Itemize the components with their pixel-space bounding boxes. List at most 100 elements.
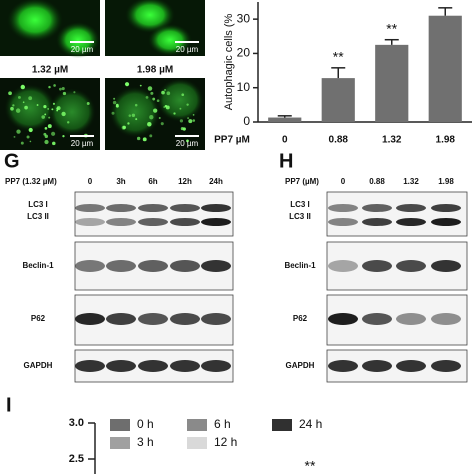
lane-label: 6h	[148, 177, 157, 186]
speck	[48, 116, 51, 119]
band	[138, 218, 168, 226]
dose-label: 1.98 µM	[137, 65, 173, 76]
band	[396, 204, 426, 212]
speck	[86, 102, 90, 105]
speck	[51, 131, 56, 136]
y-tick-label: 3.0	[69, 417, 84, 429]
band	[396, 260, 426, 272]
speck	[73, 91, 76, 94]
protein-label: GAPDH	[24, 361, 53, 370]
band	[75, 360, 105, 372]
protein-label: LC3 II	[27, 212, 49, 221]
legend-swatch	[187, 419, 207, 431]
blot-frame	[326, 191, 468, 237]
band	[201, 360, 231, 372]
band	[396, 360, 426, 372]
speck	[158, 117, 161, 120]
speck	[192, 119, 196, 122]
bar	[321, 78, 355, 122]
legend-swatch	[272, 419, 292, 431]
protein-label: Beclin-1	[22, 261, 54, 270]
band	[170, 260, 200, 272]
speck	[48, 85, 51, 89]
band	[138, 204, 168, 212]
error-bar	[384, 38, 399, 45]
band	[328, 260, 358, 272]
lane-label: 0	[88, 177, 93, 186]
speck	[186, 103, 189, 106]
band	[431, 218, 461, 226]
lane-label: 3h	[116, 177, 125, 186]
band	[106, 260, 136, 272]
legend-swatch	[187, 437, 207, 449]
micrographs: 20 µm 20 µm 20 µm 20 µm 1.32 µM 1.98 µM	[0, 0, 205, 150]
band	[362, 313, 392, 325]
protein-label: LC3 I	[28, 200, 48, 209]
speck	[122, 125, 126, 130]
speck	[56, 106, 61, 111]
band	[106, 218, 136, 226]
speck	[16, 129, 21, 134]
speck	[28, 96, 33, 101]
band	[170, 218, 200, 226]
band	[328, 313, 358, 325]
legend-label: 24 h	[299, 417, 322, 431]
treatment-label: PP7 (µM)	[285, 177, 319, 186]
speck	[36, 104, 39, 106]
band	[106, 360, 136, 372]
speck	[20, 84, 26, 90]
band	[362, 218, 392, 226]
speck	[128, 114, 132, 117]
speck	[149, 115, 154, 120]
band	[138, 360, 168, 372]
band	[201, 260, 231, 272]
band	[138, 260, 168, 272]
band	[362, 360, 392, 372]
y-tick-label: 20	[237, 46, 251, 60]
lane-label: 1.98	[438, 177, 454, 186]
speck	[28, 127, 33, 133]
speck	[131, 113, 136, 117]
speck	[115, 103, 119, 107]
x-tick-label: 0.88	[329, 135, 349, 146]
x-tick-label: 1.32	[382, 135, 402, 146]
y-tick-label: 0	[243, 114, 250, 128]
protein-label: P62	[31, 314, 46, 323]
x-tick-label: 1.98	[436, 135, 456, 146]
speck	[192, 114, 195, 116]
significance: **	[305, 458, 316, 474]
lane-label: 0	[341, 177, 346, 186]
speck	[10, 106, 14, 111]
band	[396, 313, 426, 325]
scale-bar-label: 20 µm	[176, 45, 199, 54]
error-bar	[331, 67, 346, 79]
scale-bar-label: 20 µm	[71, 139, 94, 148]
band	[328, 360, 358, 372]
legend-label: 6 h	[214, 417, 231, 431]
protein-label: P62	[293, 314, 308, 323]
band	[106, 204, 136, 212]
speck	[44, 127, 48, 130]
band	[75, 204, 105, 212]
speck	[163, 106, 166, 108]
speck	[44, 139, 49, 145]
speck	[62, 91, 67, 96]
speck	[8, 91, 12, 96]
speck	[24, 105, 28, 110]
protein-label: Beclin-1	[284, 261, 316, 270]
speck	[47, 108, 49, 110]
speck	[135, 118, 138, 121]
band	[75, 313, 105, 325]
panel-letter: H	[279, 150, 293, 172]
legend-swatch	[110, 419, 130, 431]
lane-label: 0.88	[369, 177, 385, 186]
speck	[179, 119, 184, 123]
band	[362, 204, 392, 212]
speck	[156, 99, 160, 103]
speck	[44, 113, 47, 116]
speck	[164, 104, 168, 108]
x-tick-label: 0	[282, 135, 288, 146]
legend-label: 0 h	[137, 417, 154, 431]
y-tick-label: 30	[237, 11, 251, 25]
speck	[43, 105, 47, 109]
